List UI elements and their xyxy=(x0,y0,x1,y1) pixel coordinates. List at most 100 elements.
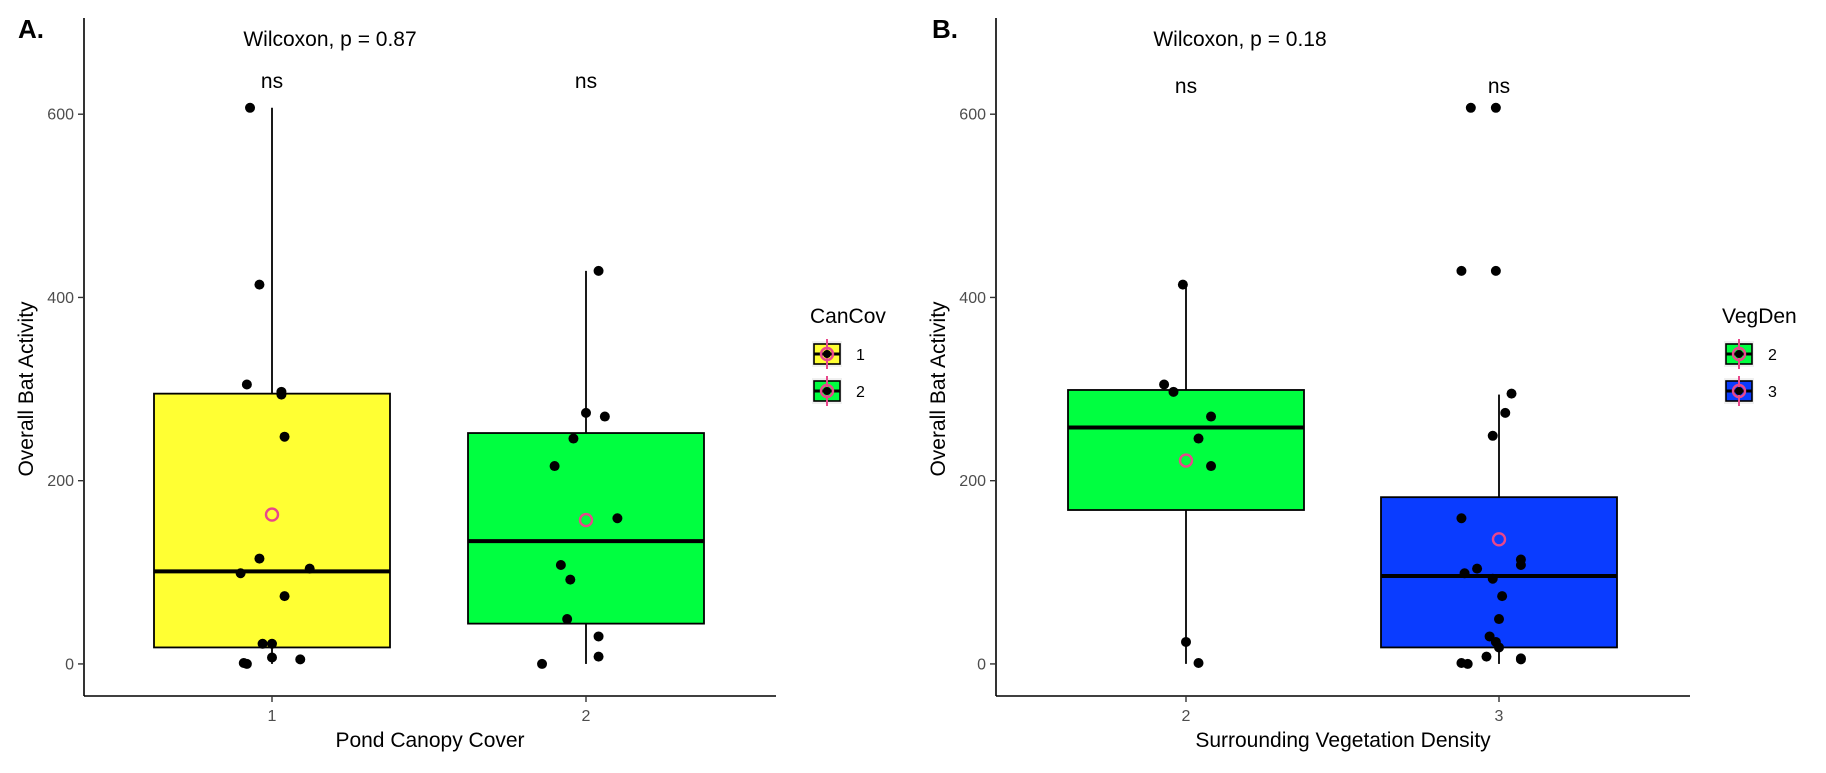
panel-b-data-point xyxy=(1497,591,1508,602)
panel-b-data-point xyxy=(1168,386,1179,397)
panel-b-mean-marker xyxy=(1491,532,1507,547)
panel-b-data-point xyxy=(1181,636,1191,647)
panel-b: B. Wilcoxon, p = 0.18 Overall Bat Activi… xyxy=(927,14,1797,752)
panel-b-data-point xyxy=(1500,407,1511,418)
panel-b-legend-label: 2 xyxy=(1768,347,1777,364)
panel-b-legend-key-mean xyxy=(1731,383,1747,399)
panel-b-data-point xyxy=(1193,658,1204,669)
panel-b-data-point xyxy=(1177,279,1188,290)
panel-a-legend-title: CanCov xyxy=(810,305,886,328)
panel-b-plot-area: 0 200 400 600 2 3 ns ns xyxy=(959,18,1690,725)
panel-a-data-point xyxy=(599,411,610,422)
panel-a-y-tick-label: 200 xyxy=(47,473,74,490)
panel-b-data-point xyxy=(1506,388,1517,399)
panel-b-data-point xyxy=(1494,642,1504,653)
panel-b-data-point xyxy=(1193,433,1204,444)
panel-b-data-point xyxy=(1206,411,1217,422)
panel-a-plot-area: 0 200 400 600 1 2 ns ns xyxy=(47,18,776,725)
panel-a-data-point xyxy=(304,563,315,574)
panel-b-y-tick-label: 600 xyxy=(959,107,986,124)
panel-b-box xyxy=(1380,496,1618,649)
panel-b-data-point xyxy=(1462,658,1473,669)
panel-b-test-label: Wilcoxon, p = 0.18 xyxy=(1153,28,1326,51)
panel-b-legend-label: 3 xyxy=(1768,384,1777,401)
panel-a-data-point xyxy=(254,279,265,290)
panel-b-signif-label: ns xyxy=(1175,75,1197,98)
panel-b-legend-key-point xyxy=(1735,387,1743,395)
panel-b-mean-marker xyxy=(1178,453,1194,468)
panel-b-x-tick-label: 3 xyxy=(1495,708,1504,725)
panel-a-y-tick-label: 0 xyxy=(65,656,74,673)
panel-b-data-point xyxy=(1159,379,1170,390)
panel-a-data-point xyxy=(254,553,265,564)
panel-b-data-point xyxy=(1515,654,1526,665)
panel-b-y-tick-label: 200 xyxy=(959,473,986,490)
panel-a-data-point xyxy=(537,658,548,669)
panel-a-y-tick-label: 600 xyxy=(47,107,74,124)
panel-a-data-point xyxy=(245,102,256,113)
panel-a-data-point xyxy=(235,568,246,579)
panel-b-data-point xyxy=(1481,651,1492,662)
panel-a-data-point xyxy=(257,638,268,649)
panel-b-data-point xyxy=(1472,563,1483,574)
panel-b-y-axis-title: Overall Bat Activity xyxy=(927,301,950,477)
panel-a-data-point xyxy=(549,461,560,472)
panel-a-legend-label: 1 xyxy=(856,347,865,364)
panel-a-signif-label: ns xyxy=(261,70,283,93)
panel-a-mean-marker xyxy=(578,512,594,528)
panel-a-data-point xyxy=(241,658,252,669)
panel-a-legend: CanCov 1 2 xyxy=(810,305,886,406)
panel-b-x-tick-label: 2 xyxy=(1182,708,1191,725)
panel-a-data-point xyxy=(612,513,623,524)
panel-b-data-point xyxy=(1456,513,1467,524)
panel-a-data-point xyxy=(581,407,591,418)
panel-b-legend: VegDen 2 3 xyxy=(1722,305,1797,406)
panel-a-legend-key-point xyxy=(823,387,831,395)
panel-b-box xyxy=(1067,389,1305,511)
panel-a-data-point xyxy=(562,614,573,625)
panel-a-x-tick-label: 2 xyxy=(582,708,591,725)
panel-a-legend-key-mean xyxy=(819,346,835,362)
panel-a-signif-label: ns xyxy=(575,70,597,93)
panel-a-legend-key-mean xyxy=(819,383,835,399)
panel-a-y-axis-title: Overall Bat Activity xyxy=(15,301,38,477)
panel-a-data-point xyxy=(295,654,306,665)
panel-a-data-point xyxy=(568,433,579,444)
panel-a-y-tick-label: 400 xyxy=(47,290,74,307)
panel-a-data-point xyxy=(593,631,604,642)
panel-a-tag: A. xyxy=(18,14,44,44)
panel-a-x-tick-label: 1 xyxy=(268,708,277,725)
panel-b-data-point xyxy=(1487,573,1498,584)
panel-a-data-point xyxy=(267,652,277,663)
panel-a: A. Wilcoxon, p = 0.87 Overall Bat Activi… xyxy=(15,14,886,752)
panel-a-test-label: Wilcoxon, p = 0.87 xyxy=(243,28,416,51)
panel-b-data-point xyxy=(1490,265,1501,276)
panel-b-data-point xyxy=(1206,461,1217,472)
panel-b-legend-title: VegDen xyxy=(1722,305,1797,328)
panel-a-mean-marker xyxy=(264,507,280,522)
panel-a-data-point xyxy=(276,389,287,400)
panel-b-data-point xyxy=(1490,102,1501,113)
panel-a-legend-label: 2 xyxy=(856,384,865,401)
panel-b-data-point xyxy=(1459,568,1470,579)
panel-b-data-point xyxy=(1515,559,1526,570)
panel-b-legend-key-mean xyxy=(1731,346,1747,362)
panel-a-legend-key-point xyxy=(823,350,831,358)
panel-a-data-point xyxy=(593,265,604,276)
panel-a-data-point xyxy=(279,591,290,602)
panel-b-y-tick-label: 400 xyxy=(959,290,986,307)
panel-a-data-point xyxy=(565,574,576,585)
panel-b-data-point xyxy=(1456,265,1467,276)
panel-a-x-axis-title: Pond Canopy Cover xyxy=(335,729,524,752)
panel-b-x-axis-title: Surrounding Vegetation Density xyxy=(1195,729,1491,752)
panel-a-data-point xyxy=(593,651,604,662)
panel-a-box xyxy=(467,432,705,625)
panel-b-data-point xyxy=(1494,614,1504,625)
panel-b-data-point xyxy=(1487,430,1498,441)
panel-a-data-point xyxy=(241,379,252,390)
panel-a-data-point xyxy=(267,638,277,649)
panel-b-legend-key-point xyxy=(1735,350,1743,358)
panel-b-tag: B. xyxy=(932,14,958,44)
panel-b-y-tick-label: 0 xyxy=(977,656,986,673)
